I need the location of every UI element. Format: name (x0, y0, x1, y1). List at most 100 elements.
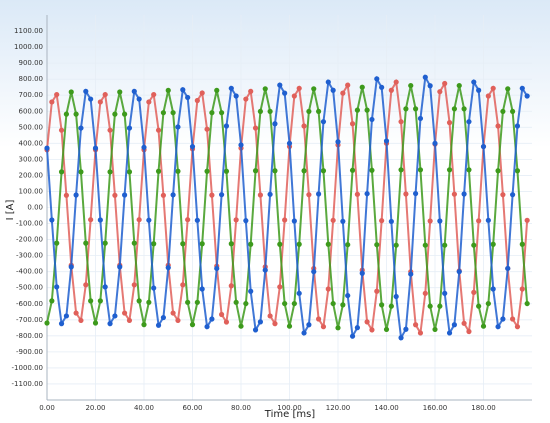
y-tick-label: -700.00 (16, 316, 43, 324)
data-point (422, 242, 428, 248)
data-point (151, 241, 157, 247)
data-point (301, 123, 307, 129)
data-point (335, 139, 341, 145)
data-point (243, 96, 249, 102)
data-point (480, 143, 487, 150)
data-point (417, 167, 424, 173)
data-point (277, 241, 283, 247)
data-point (427, 218, 433, 224)
data-point (442, 290, 448, 296)
y-axis-label: I [A] (5, 200, 16, 221)
data-point (233, 93, 239, 99)
data-point (413, 106, 419, 112)
data-point (369, 167, 375, 173)
data-point (403, 326, 409, 332)
data-point (199, 241, 205, 247)
data-point (131, 282, 137, 288)
data-point (509, 316, 516, 322)
data-point (500, 316, 506, 322)
data-point (219, 311, 225, 318)
data-point (490, 85, 496, 91)
data-point (97, 217, 103, 223)
data-point (92, 145, 99, 151)
data-point (345, 242, 351, 248)
data-point (432, 140, 438, 146)
data-point (446, 120, 453, 126)
data-point (204, 126, 210, 132)
data-point (427, 303, 433, 309)
y-tick-label: 300.00 (19, 155, 44, 163)
y-tick-label: -200.00 (16, 236, 43, 244)
data-point (219, 110, 225, 116)
data-point (408, 271, 414, 277)
data-point (122, 111, 128, 117)
data-point (238, 142, 244, 148)
data-point (301, 330, 307, 336)
data-point (316, 191, 322, 197)
y-tick-label: -900.00 (16, 348, 43, 356)
y-tick-label: 500.00 (19, 123, 44, 131)
data-point (219, 192, 225, 198)
data-point (122, 310, 128, 316)
data-point (354, 191, 360, 197)
data-point (427, 83, 433, 89)
data-point (146, 217, 152, 223)
data-point (97, 298, 103, 304)
data-point (349, 121, 356, 127)
data-point (471, 242, 477, 248)
x-tick-label: 80.00 (231, 404, 251, 412)
y-tick-label: 700.00 (19, 91, 44, 99)
data-point (49, 298, 55, 304)
data-point (223, 168, 230, 174)
data-point (204, 324, 210, 330)
data-point (437, 89, 443, 95)
data-point (456, 269, 462, 275)
data-point (437, 218, 443, 224)
data-point (413, 190, 419, 197)
data-point (524, 93, 530, 99)
data-point (49, 217, 55, 223)
data-point (485, 93, 491, 99)
series-line (46, 85, 529, 330)
data-point (88, 96, 94, 102)
data-point (63, 313, 69, 319)
data-point (185, 299, 191, 305)
data-point (461, 191, 467, 197)
data-point (257, 319, 263, 325)
data-point (403, 191, 409, 197)
data-point (282, 217, 288, 223)
data-point (422, 290, 428, 296)
data-point (146, 99, 152, 105)
data-point (369, 116, 375, 123)
data-point (325, 79, 331, 85)
data-point (286, 140, 293, 146)
data-point (68, 264, 74, 270)
y-tick-label: 100.00 (19, 187, 44, 195)
data-point (422, 74, 428, 80)
data-point (209, 192, 215, 198)
y-tick-label: -100.00 (16, 220, 43, 228)
data-point (267, 108, 273, 115)
data-point (185, 217, 191, 223)
data-point (471, 289, 477, 295)
data-point (379, 84, 385, 90)
x-tick-label: 0.00 (39, 404, 55, 412)
data-point (160, 192, 166, 198)
data-point (354, 107, 360, 113)
data-point (354, 325, 360, 331)
data-point (417, 330, 424, 336)
data-point (58, 169, 65, 175)
data-point (490, 241, 496, 247)
data-point (233, 217, 239, 223)
data-point (417, 115, 424, 122)
data-point (54, 284, 60, 290)
data-point (146, 299, 152, 305)
data-point (175, 317, 181, 324)
data-point (524, 300, 530, 307)
data-point (194, 217, 200, 223)
data-point (383, 138, 390, 144)
data-point (446, 167, 453, 173)
data-point (374, 288, 380, 294)
data-point (68, 89, 74, 95)
data-point (160, 314, 166, 321)
